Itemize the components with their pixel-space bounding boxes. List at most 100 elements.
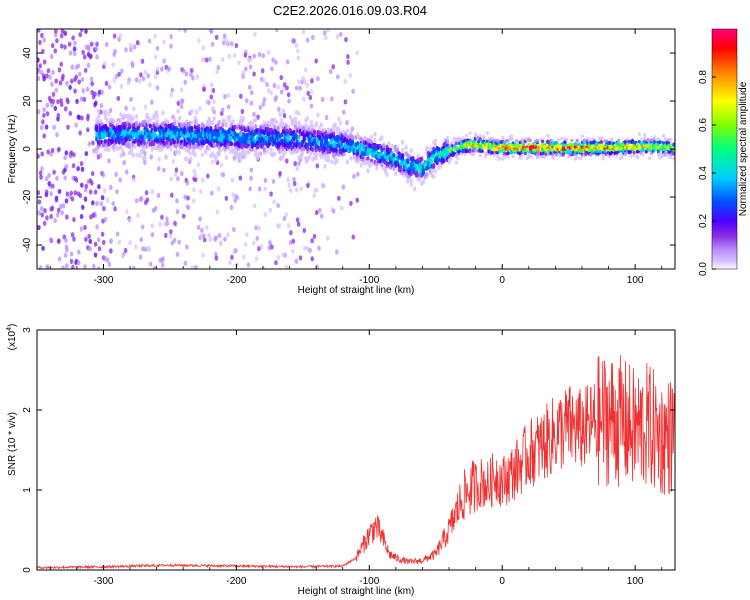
spectrogram-cell (181, 213, 186, 219)
spectrogram-cell (243, 52, 248, 58)
spectrogram-cell (128, 240, 132, 246)
snr-x-ticks: -300 -200 -100 0 100 (49, 330, 663, 587)
spectrogram-cell (64, 150, 69, 156)
spectrogram-cell (115, 231, 120, 237)
spectrogram-ridge-cell (399, 166, 403, 172)
spectrogram-cell (249, 175, 253, 181)
spectrogram-cell (186, 204, 191, 211)
spectrogram-ridge-cell (641, 152, 645, 156)
spectrogram-ridge-cell (190, 120, 194, 126)
spectrogram-cell (349, 200, 353, 207)
snr-series (37, 355, 675, 570)
spectrogram-ridge-cell (490, 136, 495, 141)
spectrogram-cell (162, 58, 166, 64)
spectrogram-cell (135, 152, 139, 158)
spectrogram-cell (296, 110, 301, 116)
spectrogram-cell (99, 103, 104, 109)
spectrogram-ridge-cell (413, 186, 417, 192)
spectrogram-ridge-cell (262, 120, 267, 126)
spectrogram-ridge-cell (155, 113, 159, 119)
spectrogram-ridge-cell (359, 162, 363, 168)
spectrogram-ridge-cell (219, 147, 223, 153)
spectrogram-ridge-cell (188, 150, 192, 156)
spectrogram-cell (205, 224, 209, 231)
spectrogram-cell (73, 76, 77, 83)
spectrogram-cell (303, 67, 308, 73)
spectrogram-cell (301, 29, 306, 35)
spectrogram-ridge-cell (672, 151, 675, 156)
spectrogram-ridge-cell (599, 136, 603, 141)
spectrogram-cell (105, 257, 110, 263)
spectrogram-cell (156, 192, 161, 198)
spectrogram-cell (227, 53, 232, 59)
spectrogram-cell (65, 214, 69, 220)
spectrogram-cell (125, 208, 129, 215)
spectrogram-cell (252, 111, 256, 118)
spectrogram-cell (84, 150, 89, 157)
spectrogram-ridge-cell (369, 134, 374, 140)
spectrogram-cell (177, 239, 182, 245)
spectrogram-cell (54, 78, 59, 84)
spectrogram-ridge-cell (620, 155, 624, 160)
spectrogram-cell (225, 39, 229, 45)
spectrogram-cell (310, 238, 314, 244)
x-tick-label: -100 (359, 275, 379, 286)
spectrogram-cell (249, 167, 254, 173)
spectrogram-cell (169, 43, 173, 49)
spectrogram-cell (42, 107, 46, 113)
spectrogram-cell (93, 241, 98, 247)
spectrogram-cell (107, 111, 111, 117)
spectrogram-ridge-cell (668, 155, 673, 160)
x-tick-label: 100 (627, 275, 644, 286)
spectrogram-cell (184, 71, 189, 77)
spectrogram-cell (112, 33, 117, 39)
spectrogram-cell (139, 237, 144, 243)
spectrogram-ridge-cell (382, 143, 386, 149)
spectrogram-ridge-cell (264, 140, 268, 146)
spectrogram-cell (92, 148, 96, 154)
spectrogram-cell (69, 251, 74, 257)
spectrogram-y-label: Frequency (Hz) (7, 115, 18, 184)
spectrogram-cell (273, 96, 278, 103)
spectrogram-cell (317, 207, 322, 213)
spectrogram-ridge-cell (608, 154, 612, 159)
spectrogram-cell (49, 53, 54, 60)
spectrogram-cell (290, 248, 295, 254)
spectrogram-ridge-cell (515, 139, 519, 143)
spectrogram-ridge-cell (496, 139, 500, 143)
spectrogram-cell (133, 244, 138, 250)
spectrogram-cell (57, 188, 62, 195)
spectrogram-cell (183, 260, 188, 266)
spectrogram-cell (42, 133, 47, 139)
spectrogram-cell (282, 215, 287, 222)
spectrogram-ridge-cell (107, 147, 111, 153)
spectrogram-ridge-cell (262, 146, 267, 152)
spectrogram-cell (295, 217, 300, 223)
spectrogram-cell (148, 261, 153, 267)
spectrogram-cell (258, 104, 263, 111)
spectrogram-ridge-cell (663, 137, 667, 141)
spectrogram-cell (74, 177, 79, 183)
spectrogram-cell (189, 67, 194, 74)
spectrogram-cell (209, 190, 214, 196)
spectrogram-ridge-cell (152, 141, 156, 146)
spectrogram-cell (111, 200, 116, 207)
spectrogram-ridge-cell (546, 133, 550, 138)
spectrogram-cell (274, 59, 278, 65)
spectrogram-cell (95, 224, 99, 230)
spectrogram-ridge-cell (330, 159, 334, 165)
spectrogram-cell (284, 264, 289, 269)
spectrogram-ridge-cell (579, 156, 583, 161)
spectrogram-cell (59, 43, 64, 49)
spectrogram-ridge-cell (333, 122, 337, 128)
spectrogram-ridge-cell (437, 147, 441, 153)
spectrogram-cell (90, 81, 95, 87)
spectrogram-cell (308, 247, 312, 254)
spectrogram-cell (241, 73, 245, 79)
spectrogram-cell (301, 96, 306, 102)
spectrogram-ridge-cell (255, 155, 260, 161)
x-tick-label: -300 (93, 576, 113, 587)
spectrogram-ridge-cell (478, 153, 483, 158)
spectrogram-cell (202, 233, 206, 239)
figure-title: C2E2.2026.016.09.03.R04 (273, 3, 427, 18)
